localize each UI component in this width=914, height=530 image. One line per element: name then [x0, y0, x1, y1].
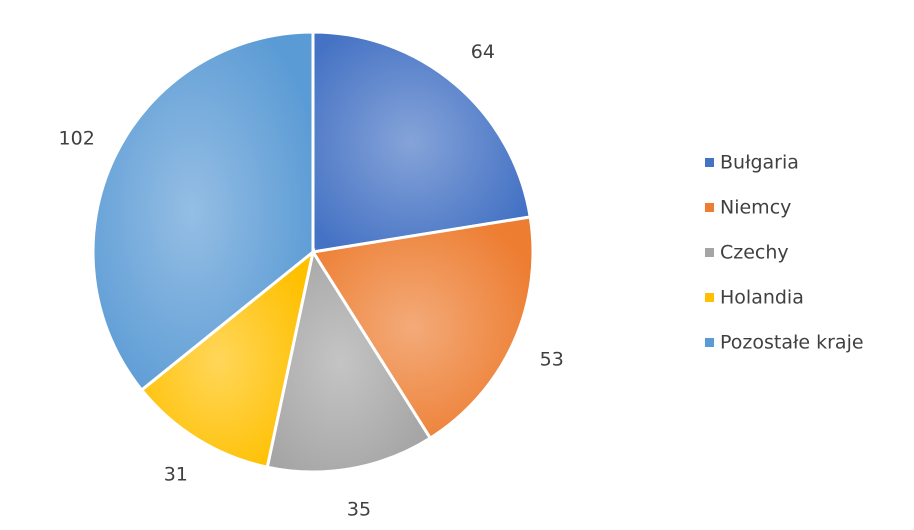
legend-marker [705, 203, 714, 212]
legend-label: Holandia [720, 287, 804, 309]
data-label: 102 [59, 127, 95, 149]
data-label: 53 [540, 348, 564, 370]
data-label: 35 [347, 498, 371, 520]
legend-marker [705, 338, 714, 347]
data-label: 64 [471, 41, 495, 63]
pie-slice [311, 30, 532, 254]
legend-marker [705, 158, 714, 167]
legend-label: Bułgaria [720, 152, 799, 174]
legend-label: Pozostałe kraje [720, 332, 864, 354]
legend-marker [705, 248, 714, 257]
data-label: 31 [164, 464, 188, 486]
legend-label: Czechy [720, 242, 789, 264]
legend-label: Niemcy [720, 197, 791, 219]
legend-marker [705, 293, 714, 302]
